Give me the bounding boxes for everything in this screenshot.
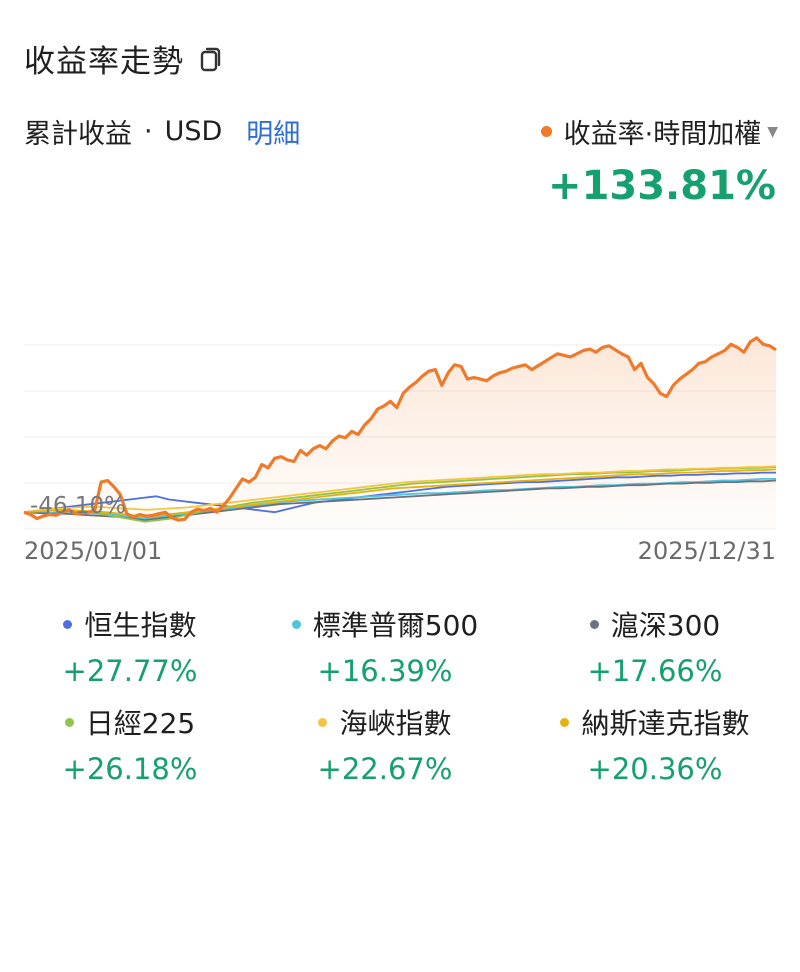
total-return-value: +133.81% xyxy=(548,163,776,209)
legend-name-text: 標準普爾500 xyxy=(312,609,479,642)
benchmark-legend: 恒生指數 +27.77% 標準普爾500 +16.39% 滬深300 +17.6… xyxy=(0,604,800,786)
legend-item-straits[interactable]: 海峽指數 +22.67% xyxy=(260,702,510,786)
legend-name-text: 海峽指數 xyxy=(339,707,452,740)
x-axis-start-date: 2025/01/01 xyxy=(24,537,163,565)
page-title: 收益率走勢 xyxy=(24,36,224,81)
x-axis-end-date: 2025/12/31 xyxy=(637,537,776,565)
legend-name-text: 日經225 xyxy=(85,707,196,740)
legend-name-row: 納斯達克指數 xyxy=(510,702,800,742)
return-chart[interactable] xyxy=(0,290,800,540)
metric-selector-label: 收益率·時間加權 xyxy=(563,119,762,150)
portfolio-area-fill xyxy=(24,337,776,528)
cumulative-return-label: 累計收益 xyxy=(24,119,132,150)
detail-link[interactable]: 明細 xyxy=(246,119,301,150)
legend-value: +27.77% xyxy=(62,654,198,688)
min-value-label: -46.10% xyxy=(30,493,126,519)
legend-item-nikkei225[interactable]: 日經225 +26.18% xyxy=(0,702,260,786)
series-line-1 xyxy=(24,478,776,520)
legend-name-row: 日經225 xyxy=(0,702,260,742)
legend-name-row: 標準普爾500 xyxy=(260,604,510,644)
legend-item-csi300[interactable]: 滬深300 +17.66% xyxy=(510,604,800,688)
legend-dot-4 xyxy=(318,717,328,727)
legend-dot-1 xyxy=(291,619,301,629)
legend-value: +16.39% xyxy=(317,654,453,688)
return-chart-svg xyxy=(23,336,777,530)
legend-name-row: 恒生指數 xyxy=(0,604,260,644)
legend-name-row: 滬深300 xyxy=(510,604,800,644)
page-title-text: 收益率走勢 xyxy=(24,44,184,80)
legend-value: +17.66% xyxy=(587,654,723,688)
legend-value: +26.18% xyxy=(62,752,198,786)
currency-label: USD xyxy=(164,116,223,147)
summary-row: 累計收益 · USD 明細 xyxy=(24,112,300,151)
legend-item-nasdaq[interactable]: 納斯達克指數 +20.36% xyxy=(510,702,800,786)
series-line-0 xyxy=(23,471,776,514)
legend-dot-5 xyxy=(560,717,570,727)
legend-name-text: 恒生指數 xyxy=(84,609,197,642)
separator: · xyxy=(144,116,153,147)
legend-item-sp500[interactable]: 標準普爾500 +16.39% xyxy=(260,604,510,688)
legend-dot-2 xyxy=(589,619,599,629)
legend-value: +20.36% xyxy=(587,752,723,786)
legend-value: +22.67% xyxy=(317,752,453,786)
metric-dot xyxy=(540,126,552,137)
legend-item-hang-seng[interactable]: 恒生指數 +27.77% xyxy=(0,604,260,688)
caret-down-icon: ▼ xyxy=(767,123,778,140)
series-line-3 xyxy=(23,466,777,523)
legend-name-text: 滬深300 xyxy=(610,609,721,642)
copy-icon[interactable] xyxy=(198,45,224,73)
legend-name-text: 納斯達克指數 xyxy=(581,707,750,740)
series-line-2 xyxy=(23,479,777,521)
legend-dot-0 xyxy=(63,619,73,629)
legend-name-row: 海峽指數 xyxy=(260,702,510,742)
series-line-4 xyxy=(23,465,777,514)
series-line-portfolio xyxy=(23,336,777,522)
metric-selector[interactable]: 收益率·時間加權 ▼ xyxy=(540,112,778,151)
legend-dot-3 xyxy=(64,717,74,727)
